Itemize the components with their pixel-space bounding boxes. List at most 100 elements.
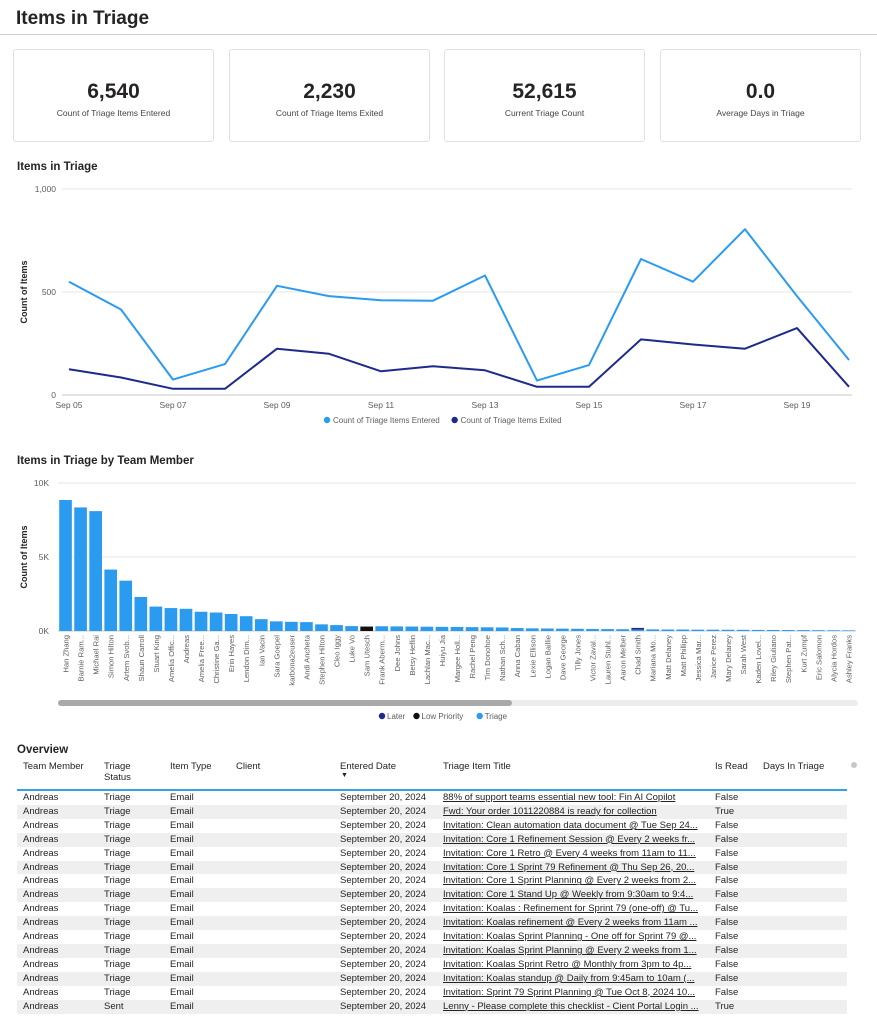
bar-triage[interactable] [104, 569, 118, 631]
table-cell-triage-item-title[interactable]: Invitation: Core 1 Refinement Session @ … [437, 832, 709, 847]
bar-triage[interactable] [661, 629, 675, 631]
table-cell-triage-item-title[interactable]: Invitation: Clean automation data docume… [443, 819, 698, 831]
line-chart[interactable]: 0 500 1,000 Count of Items Sep 05 Sep 07 Sep 0… [0, 178, 877, 436]
bar-triage[interactable] [254, 619, 268, 631]
table-row[interactable]: Andreas Triage Email September 20, 2024 Invi… [17, 902, 847, 916]
table-cell-triage-item-title[interactable]: Fwd: Your order 1011220884 is ready for … [437, 804, 709, 819]
bar-triage[interactable] [119, 580, 133, 631]
column-header-triage-status[interactable]: Triage Status [98, 759, 164, 791]
bar-triage[interactable] [435, 626, 449, 631]
column-header-team-member[interactable]: Team Member [17, 759, 98, 791]
table-row[interactable]: Andreas Sent Email September 20, 2024 Lenny … [17, 999, 847, 1014]
column-header-client[interactable]: Client [230, 759, 334, 791]
table-row[interactable]: Andreas Triage Email September 20, 2024 Invi… [17, 943, 847, 958]
table-cell-triage-item-title[interactable]: Invitation: Koalas Sprint Planning - One… [443, 931, 697, 943]
bar-triage[interactable] [330, 625, 343, 631]
kpi-card-current[interactable]: 52,615 Current Triage Count [444, 49, 645, 142]
bar-triage[interactable] [450, 627, 464, 631]
table-cell-triage-item-title[interactable]: Invitation: Koalas standup @ Daily from … [437, 971, 709, 986]
bar-low-priority[interactable] [360, 626, 373, 631]
bar-triage[interactable] [315, 624, 328, 631]
bar-triage[interactable] [601, 629, 614, 631]
bar-triage[interactable] [194, 611, 208, 631]
bar-triage[interactable] [842, 630, 855, 631]
table-row[interactable]: Andreas Triage Email September 20, 2024 Invi… [17, 888, 847, 903]
bar-triage[interactable] [571, 628, 584, 631]
bar-triage[interactable] [209, 612, 223, 632]
bar-triage[interactable] [631, 629, 645, 631]
table-cell-triage-item-title[interactable]: Invitation: Koalas Sprint Planning @ Eve… [437, 943, 709, 958]
table-cell-triage-item-title[interactable]: Invitation: Core 1 Retro @ Every 4 weeks… [443, 847, 696, 859]
bar-triage[interactable] [239, 616, 253, 631]
column-header-days-in-triage[interactable]: Days In Triage [757, 759, 847, 791]
bar-triage[interactable] [676, 629, 690, 631]
bar-triage[interactable] [525, 628, 539, 631]
table-cell-triage-item-title[interactable]: Invitation: Core 1 Stand Up @ Weekly fro… [437, 888, 709, 903]
bar-triage[interactable] [736, 629, 750, 631]
bar-triage[interactable] [646, 629, 660, 631]
bar-triage[interactable] [781, 630, 795, 631]
horizontal-scrollbar-thumb[interactable] [58, 700, 512, 706]
bar-triage[interactable] [465, 627, 479, 631]
table-row[interactable]: Andreas Triage Email September 20, 2024 Invi… [17, 847, 847, 861]
bar-triage[interactable] [300, 622, 313, 631]
kpi-card-entered[interactable]: 6,540 Count of Triage Items Entered [13, 49, 214, 142]
bar-triage[interactable] [827, 630, 840, 631]
bar-triage[interactable] [390, 626, 404, 631]
bar-triage[interactable] [495, 627, 509, 631]
table-cell-triage-item-title[interactable]: Invitation: Koalas Sprint Retro @ Monthl… [443, 958, 692, 970]
series-line-entered[interactable] [68, 228, 850, 382]
column-header-entered-date[interactable]: Entered Date [334, 759, 437, 791]
legend-label[interactable]: Count of Triage Items Entered [333, 416, 440, 425]
table-cell-triage-item-title[interactable]: Invitation: Koalas refinement @ Every 2 … [437, 916, 709, 931]
bar-triage[interactable] [796, 630, 810, 631]
table-row[interactable]: Andreas Triage Email September 20, 2024 Invi… [17, 916, 847, 931]
table-cell-triage-item-title[interactable]: Lenny - Please complete this checklist -… [437, 999, 709, 1014]
legend-label[interactable]: Later [387, 712, 406, 721]
table-row[interactable]: Andreas Triage Email September 20, 2024 Invi… [17, 860, 847, 875]
column-header-item-type[interactable]: Item Type [164, 759, 230, 791]
table-row[interactable]: Andreas Triage Email September 20, 2024 Fwd:… [17, 804, 847, 819]
bar-triage[interactable] [89, 511, 102, 631]
table-row[interactable]: Andreas Triage Email September 20, 2024 Invi… [17, 971, 847, 986]
legend-label[interactable]: Triage [485, 712, 508, 721]
table-row[interactable]: Andreas Triage Email September 20, 2024 Invi… [17, 930, 847, 944]
bar-triage[interactable] [751, 629, 765, 631]
bar-triage[interactable] [149, 606, 163, 631]
bar-triage[interactable] [179, 608, 193, 631]
table-cell-triage-item-title[interactable]: Invitation: Core 1 Sprint Planning @ Eve… [443, 875, 697, 887]
legend-label[interactable]: Low Priority [422, 712, 464, 721]
bar-triage[interactable] [164, 608, 178, 631]
scrollbar-thumb[interactable] [851, 762, 857, 768]
bar-triage[interactable] [59, 500, 72, 631]
bar-triage[interactable] [375, 626, 389, 631]
bar-triage[interactable] [691, 629, 705, 631]
bar-triage[interactable] [224, 613, 238, 631]
bar-triage[interactable] [270, 621, 283, 631]
legend-label[interactable]: Count of Triage Items Exited [461, 416, 562, 425]
table-row[interactable]: Andreas Triage Email September 20, 2024 88% … [17, 790, 847, 805]
column-header-triage-item-title[interactable]: Triage Item Title [437, 759, 709, 791]
bar-triage[interactable] [420, 626, 434, 631]
table-row[interactable]: Andreas Triage Email September 20, 2024 Invi… [17, 874, 847, 888]
bar-chart[interactable]: 0K 5K 10K Count of Items Han Zhang Barnie Ram… [0, 474, 877, 728]
bar-later[interactable] [631, 627, 645, 630]
bar-triage[interactable] [510, 628, 524, 631]
bar-triage[interactable] [480, 627, 494, 631]
bar-triage[interactable] [766, 629, 780, 631]
column-header-is-read[interactable]: Is Read [709, 759, 757, 791]
bar-triage[interactable] [586, 628, 599, 631]
kpi-card-average-days[interactable]: 0.0 Average Days in Triage [660, 49, 861, 142]
bar-triage[interactable] [616, 629, 629, 631]
bar-triage[interactable] [345, 626, 358, 631]
bar-triage[interactable] [812, 630, 825, 631]
bar-triage[interactable] [541, 628, 554, 631]
table-row[interactable]: Andreas Triage Email September 20, 2024 Invi… [17, 986, 847, 1000]
bar-triage[interactable] [721, 629, 735, 631]
table-cell-triage-item-title[interactable]: Invitation: Sprint 79 Sprint Planning @ … [443, 986, 696, 998]
table-cell-triage-item-title[interactable]: 88% of support teams essential new tool:… [443, 792, 676, 803]
bar-triage[interactable] [134, 596, 148, 631]
bar-triage[interactable] [405, 626, 419, 631]
bar-triage[interactable] [285, 621, 298, 631]
table-cell-triage-item-title[interactable]: Invitation: Core 1 Sprint 79 Refinement … [437, 860, 709, 875]
